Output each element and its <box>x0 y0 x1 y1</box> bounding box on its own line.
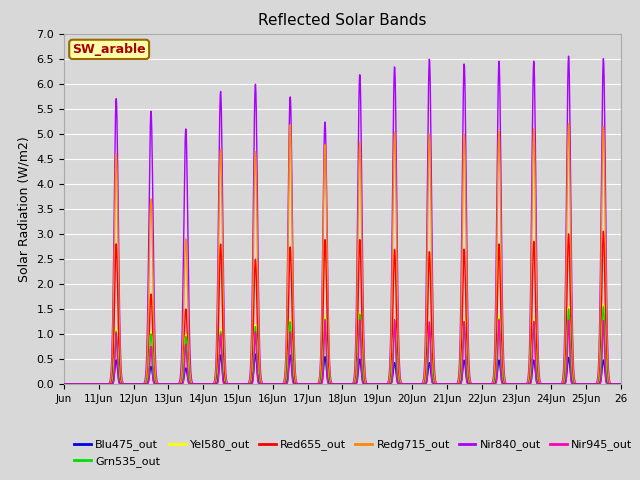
Redg715_out <box>610 381 618 387</box>
Blu475_out <box>252 351 259 357</box>
Blu475_out <box>474 381 482 387</box>
Yel580_out <box>317 379 325 385</box>
Grn535_out <box>617 381 625 387</box>
Yel580_out <box>600 301 607 307</box>
Y-axis label: Solar Radiation (W/m2): Solar Radiation (W/m2) <box>18 136 31 282</box>
Grn535_out <box>147 331 155 337</box>
Nir945_out <box>317 381 325 387</box>
Blu475_out <box>617 381 625 387</box>
Nir840_out <box>610 381 618 387</box>
Nir945_out <box>390 317 398 323</box>
Line: Grn535_out: Grn535_out <box>64 306 621 384</box>
Yel580_out <box>147 329 155 335</box>
Line: Blu475_out: Blu475_out <box>64 354 621 384</box>
Yel580_out <box>60 381 68 387</box>
Red655_out <box>617 381 625 387</box>
Red655_out <box>317 373 325 379</box>
Blu475_out <box>60 381 68 387</box>
Red655_out <box>328 381 335 387</box>
Grn535_out <box>60 381 68 387</box>
Redg715_out <box>60 381 68 387</box>
Blu475_out <box>328 381 336 387</box>
Redg715_out <box>147 196 155 202</box>
Nir945_out <box>328 381 335 387</box>
Nir840_out <box>60 381 68 387</box>
Red655_out <box>600 228 607 234</box>
Redg715_out <box>564 121 572 127</box>
Redg715_out <box>317 350 325 356</box>
Grn535_out <box>556 381 563 387</box>
Yel580_out <box>474 381 481 387</box>
Nir945_out <box>474 381 482 387</box>
Grn535_out <box>610 381 618 387</box>
Red655_out <box>556 381 563 387</box>
Red655_out <box>60 381 68 387</box>
Line: Yel580_out: Yel580_out <box>64 304 621 384</box>
Line: Red655_out: Red655_out <box>64 231 621 384</box>
Red655_out <box>474 381 481 387</box>
Line: Nir945_out: Nir945_out <box>64 320 621 384</box>
Nir945_out <box>617 381 625 387</box>
Red655_out <box>147 291 155 297</box>
Yel580_out <box>610 381 618 387</box>
Nir945_out <box>147 344 155 349</box>
Redg715_out <box>474 381 481 387</box>
Grn535_out <box>317 379 325 385</box>
Line: Nir840_out: Nir840_out <box>64 56 621 384</box>
Redg715_out <box>556 381 563 387</box>
Grn535_out <box>600 303 607 309</box>
Redg715_out <box>617 381 625 387</box>
Grn535_out <box>474 381 481 387</box>
Nir945_out <box>60 381 68 387</box>
Redg715_out <box>328 381 335 386</box>
Nir840_out <box>147 108 155 114</box>
Blu475_out <box>317 380 325 386</box>
Nir840_out <box>556 381 563 387</box>
Line: Redg715_out: Redg715_out <box>64 124 621 384</box>
Nir840_out <box>474 381 481 387</box>
Nir945_out <box>610 381 618 387</box>
Blu475_out <box>556 381 563 387</box>
Nir840_out <box>617 381 625 387</box>
Red655_out <box>610 381 618 387</box>
Blu475_out <box>610 381 618 387</box>
Text: SW_arable: SW_arable <box>72 43 146 56</box>
Nir840_out <box>564 53 572 59</box>
Nir840_out <box>317 336 325 342</box>
Yel580_out <box>617 381 625 387</box>
Yel580_out <box>328 381 335 387</box>
Nir945_out <box>556 381 563 387</box>
Legend: Blu475_out, Grn535_out, Yel580_out, Red655_out, Redg715_out, Nir840_out, Nir945_: Blu475_out, Grn535_out, Yel580_out, Red6… <box>70 435 637 471</box>
Blu475_out <box>147 364 155 370</box>
Title: Reflected Solar Bands: Reflected Solar Bands <box>258 13 427 28</box>
Nir840_out <box>328 380 335 386</box>
Yel580_out <box>556 381 563 387</box>
Grn535_out <box>328 381 335 387</box>
